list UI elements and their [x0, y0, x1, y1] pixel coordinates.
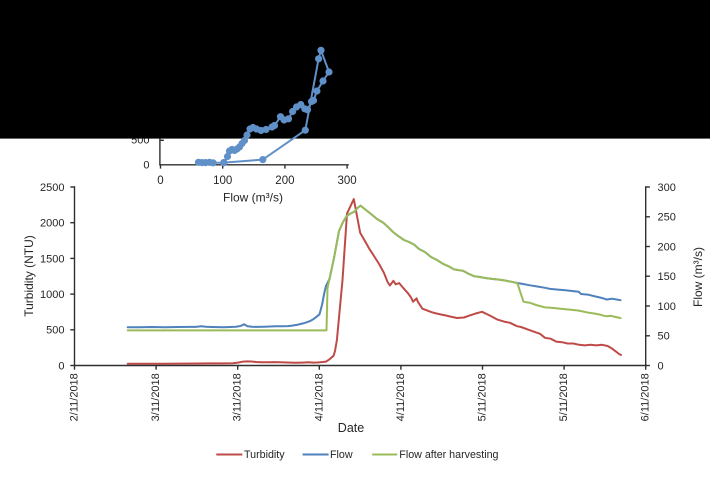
svg-text:200: 200	[658, 241, 676, 253]
svg-text:Flow after harvesting: Flow after harvesting	[399, 449, 498, 461]
svg-text:Flow: Flow	[330, 449, 353, 461]
svg-text:50: 50	[658, 331, 670, 343]
svg-text:6/11/2018: 6/11/2018	[640, 373, 652, 421]
svg-text:150: 150	[658, 271, 676, 283]
svg-text:4/11/2018: 4/11/2018	[313, 373, 325, 421]
svg-text:0: 0	[157, 175, 163, 187]
svg-text:300: 300	[338, 175, 357, 187]
svg-text:Turbidity (NTU): Turbidity (NTU)	[22, 235, 36, 317]
svg-text:250: 250	[658, 212, 676, 224]
svg-text:2500: 2500	[40, 182, 64, 194]
svg-text:0: 0	[658, 360, 664, 372]
svg-text:0: 0	[58, 360, 64, 372]
svg-text:Turbidity: Turbidity	[244, 449, 285, 461]
svg-text:0: 0	[143, 159, 149, 171]
svg-text:100: 100	[658, 301, 676, 313]
svg-text:3/11/2018: 3/11/2018	[232, 373, 244, 421]
svg-text:3/11/2018: 3/11/2018	[150, 373, 162, 421]
svg-text:100: 100	[213, 175, 232, 187]
svg-text:1500: 1500	[40, 253, 64, 265]
svg-text:1000: 1000	[40, 289, 64, 301]
svg-text:5/11/2018: 5/11/2018	[477, 373, 489, 421]
svg-text:4/11/2018: 4/11/2018	[395, 373, 407, 421]
svg-text:500: 500	[46, 325, 64, 337]
svg-text:2000: 2000	[40, 218, 64, 230]
svg-text:Flow (m³/s): Flow (m³/s)	[691, 247, 705, 307]
svg-text:2/11/2018: 2/11/2018	[69, 373, 81, 421]
svg-text:5/11/2018: 5/11/2018	[558, 373, 570, 421]
svg-text:Date: Date	[338, 421, 364, 435]
svg-text:Flow (m³/s): Flow (m³/s)	[223, 191, 283, 205]
svg-text:200: 200	[275, 175, 294, 187]
svg-text:300: 300	[658, 182, 676, 194]
